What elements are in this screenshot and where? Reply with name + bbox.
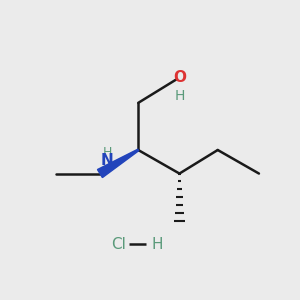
Text: H: H xyxy=(152,237,163,252)
Text: Cl: Cl xyxy=(112,237,126,252)
Polygon shape xyxy=(98,149,139,178)
Text: H: H xyxy=(174,88,184,103)
Text: O: O xyxy=(173,70,186,86)
Text: N: N xyxy=(101,153,114,168)
Text: H: H xyxy=(103,146,112,159)
